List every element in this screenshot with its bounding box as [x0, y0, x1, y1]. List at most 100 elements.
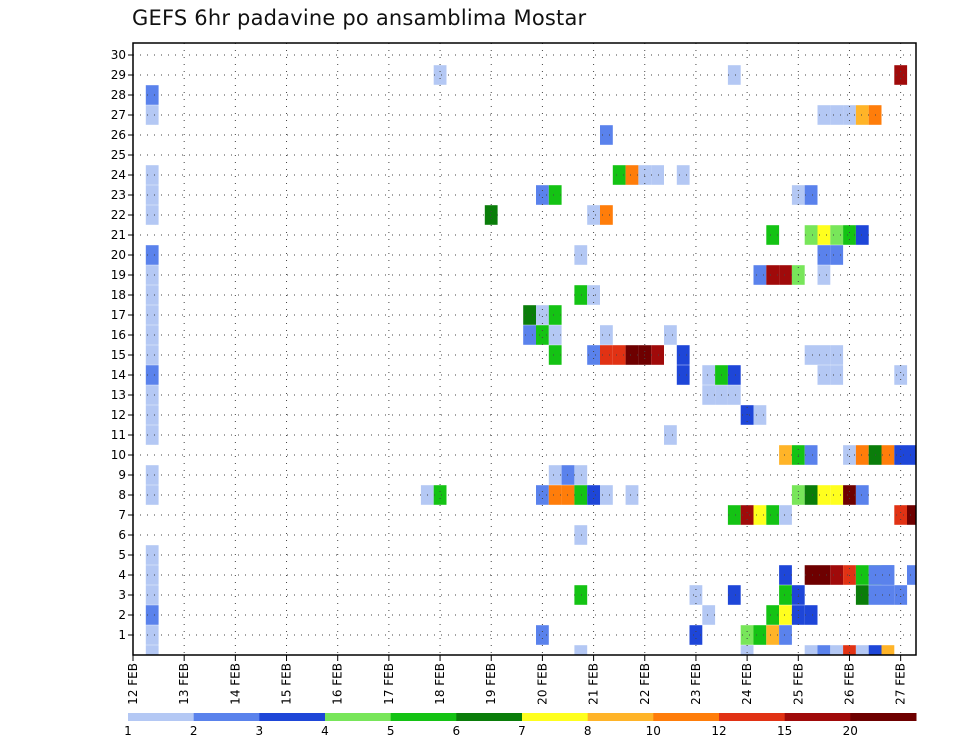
heatmap-cell [881, 445, 895, 465]
heatmap-cell [664, 325, 677, 345]
x-tick-label: 20 FEB [535, 663, 549, 705]
y-tick-label: 17 [111, 308, 126, 322]
heatmap-cell [548, 305, 562, 325]
heatmap-cell [612, 345, 626, 365]
heatmap-cell [881, 585, 895, 605]
heatmap-cell [651, 345, 664, 365]
heatmap-cell [536, 625, 549, 645]
heatmap-cell [600, 345, 613, 365]
colorbar-swatch [325, 713, 392, 721]
heatmap-cell [574, 645, 588, 655]
heatmap-cell [830, 225, 844, 245]
plot-frame [132, 42, 917, 656]
heatmap-cell [548, 325, 562, 345]
heatmap-cell [766, 505, 780, 525]
heatmap-cell [855, 105, 869, 125]
y-tick-label: 10 [111, 448, 126, 462]
heatmap-cell [843, 445, 856, 465]
heatmap-cell [536, 325, 549, 345]
y-tick-label: 13 [111, 388, 126, 402]
heatmap-cell [753, 625, 767, 645]
y-tick-label: 26 [111, 128, 126, 142]
heatmap-cell [587, 345, 600, 365]
heatmap-cell [625, 165, 639, 185]
heatmap-cell [855, 225, 869, 245]
heatmap-cell [894, 445, 908, 465]
colorbar-label: 3 [255, 724, 263, 738]
heatmap-cell [625, 345, 639, 365]
x-tick-label: 16 FEB [331, 663, 345, 705]
heatmap-cell [740, 505, 754, 525]
heatmap-cell [548, 345, 562, 365]
heatmap-cell [868, 645, 882, 655]
colorbar-label: 20 [843, 724, 858, 738]
x-tick-label: 13 FEB [177, 663, 191, 705]
y-tick-label: 6 [118, 528, 126, 542]
heatmap-cell [830, 485, 844, 505]
heatmap-cell [433, 65, 447, 85]
x-tick-label: 27 FEB [894, 663, 908, 705]
heatmap-cell [907, 565, 916, 585]
heatmap-cell [817, 245, 831, 265]
y-tick-label: 21 [111, 228, 126, 242]
heatmap-cell [484, 205, 498, 225]
x-tick-label: 26 FEB [843, 663, 857, 705]
heatmap-cell [600, 485, 613, 505]
heatmap-cell [145, 185, 159, 205]
heatmap-cell [689, 585, 703, 605]
heatmap-cell [779, 605, 792, 625]
y-tick-label: 24 [111, 168, 126, 182]
x-tick-label: 23 FEB [689, 663, 703, 705]
heatmap-cell [740, 625, 754, 645]
y-tick-label: 30 [111, 48, 126, 62]
heatmap-cell [894, 585, 908, 605]
y-tick-label: 8 [118, 488, 126, 502]
colorbar-label: 8 [584, 724, 592, 738]
heatmap-cell [145, 625, 159, 645]
heatmap-cell [894, 505, 908, 525]
heatmap-cell [779, 265, 792, 285]
heatmap-cell [145, 305, 159, 325]
colorbar: 1 2 3 4 5 6 7 8 10 12 15 20 [124, 713, 917, 738]
heatmap-cell [536, 305, 549, 325]
heatmap-cell [676, 345, 690, 365]
heatmap-cell [855, 565, 869, 585]
heatmap-cell [145, 645, 159, 655]
heatmap-cell [145, 425, 159, 445]
heatmap-cell [587, 485, 600, 505]
heatmap-cell [843, 485, 856, 505]
heatmap-cell [574, 485, 588, 505]
heatmap-cell [600, 325, 613, 345]
heatmap-cell [817, 265, 831, 285]
heatmap-cell [907, 445, 916, 465]
heatmap-cell [145, 485, 159, 505]
heatmap-cell [145, 545, 159, 565]
heatmap-cell [727, 65, 741, 85]
x-tick-label: 22 FEB [638, 663, 652, 705]
heatmap-cell [804, 345, 818, 365]
y-tick-label: 15 [111, 348, 126, 362]
colorbar-swatch [784, 713, 851, 721]
heatmap-cell [145, 165, 159, 185]
heatmap-cell [587, 205, 600, 225]
chart-title: GEFS 6hr padavine po ansamblima Mostar [132, 6, 587, 30]
heatmap-cell [702, 385, 716, 405]
colorbar-swatch [522, 713, 589, 721]
heatmap-cell [804, 605, 818, 625]
heatmap-cell [676, 365, 690, 385]
heatmap-cell [894, 65, 908, 85]
heatmap-cell [779, 445, 792, 465]
heatmap-cell [817, 565, 831, 585]
heatmap-cell [689, 625, 703, 645]
y-tick-label: 22 [111, 208, 126, 222]
heatmap-cell [548, 485, 562, 505]
heatmap-cell [145, 105, 159, 125]
heatmap-cell [753, 505, 767, 525]
heatmap-cell [727, 505, 741, 525]
heatmap-cell [145, 285, 159, 305]
colorbar-label: 4 [321, 724, 329, 738]
colorbar-label: 6 [452, 724, 460, 738]
heatmap-cell [536, 485, 549, 505]
x-tick-label: 15 FEB [280, 663, 294, 705]
